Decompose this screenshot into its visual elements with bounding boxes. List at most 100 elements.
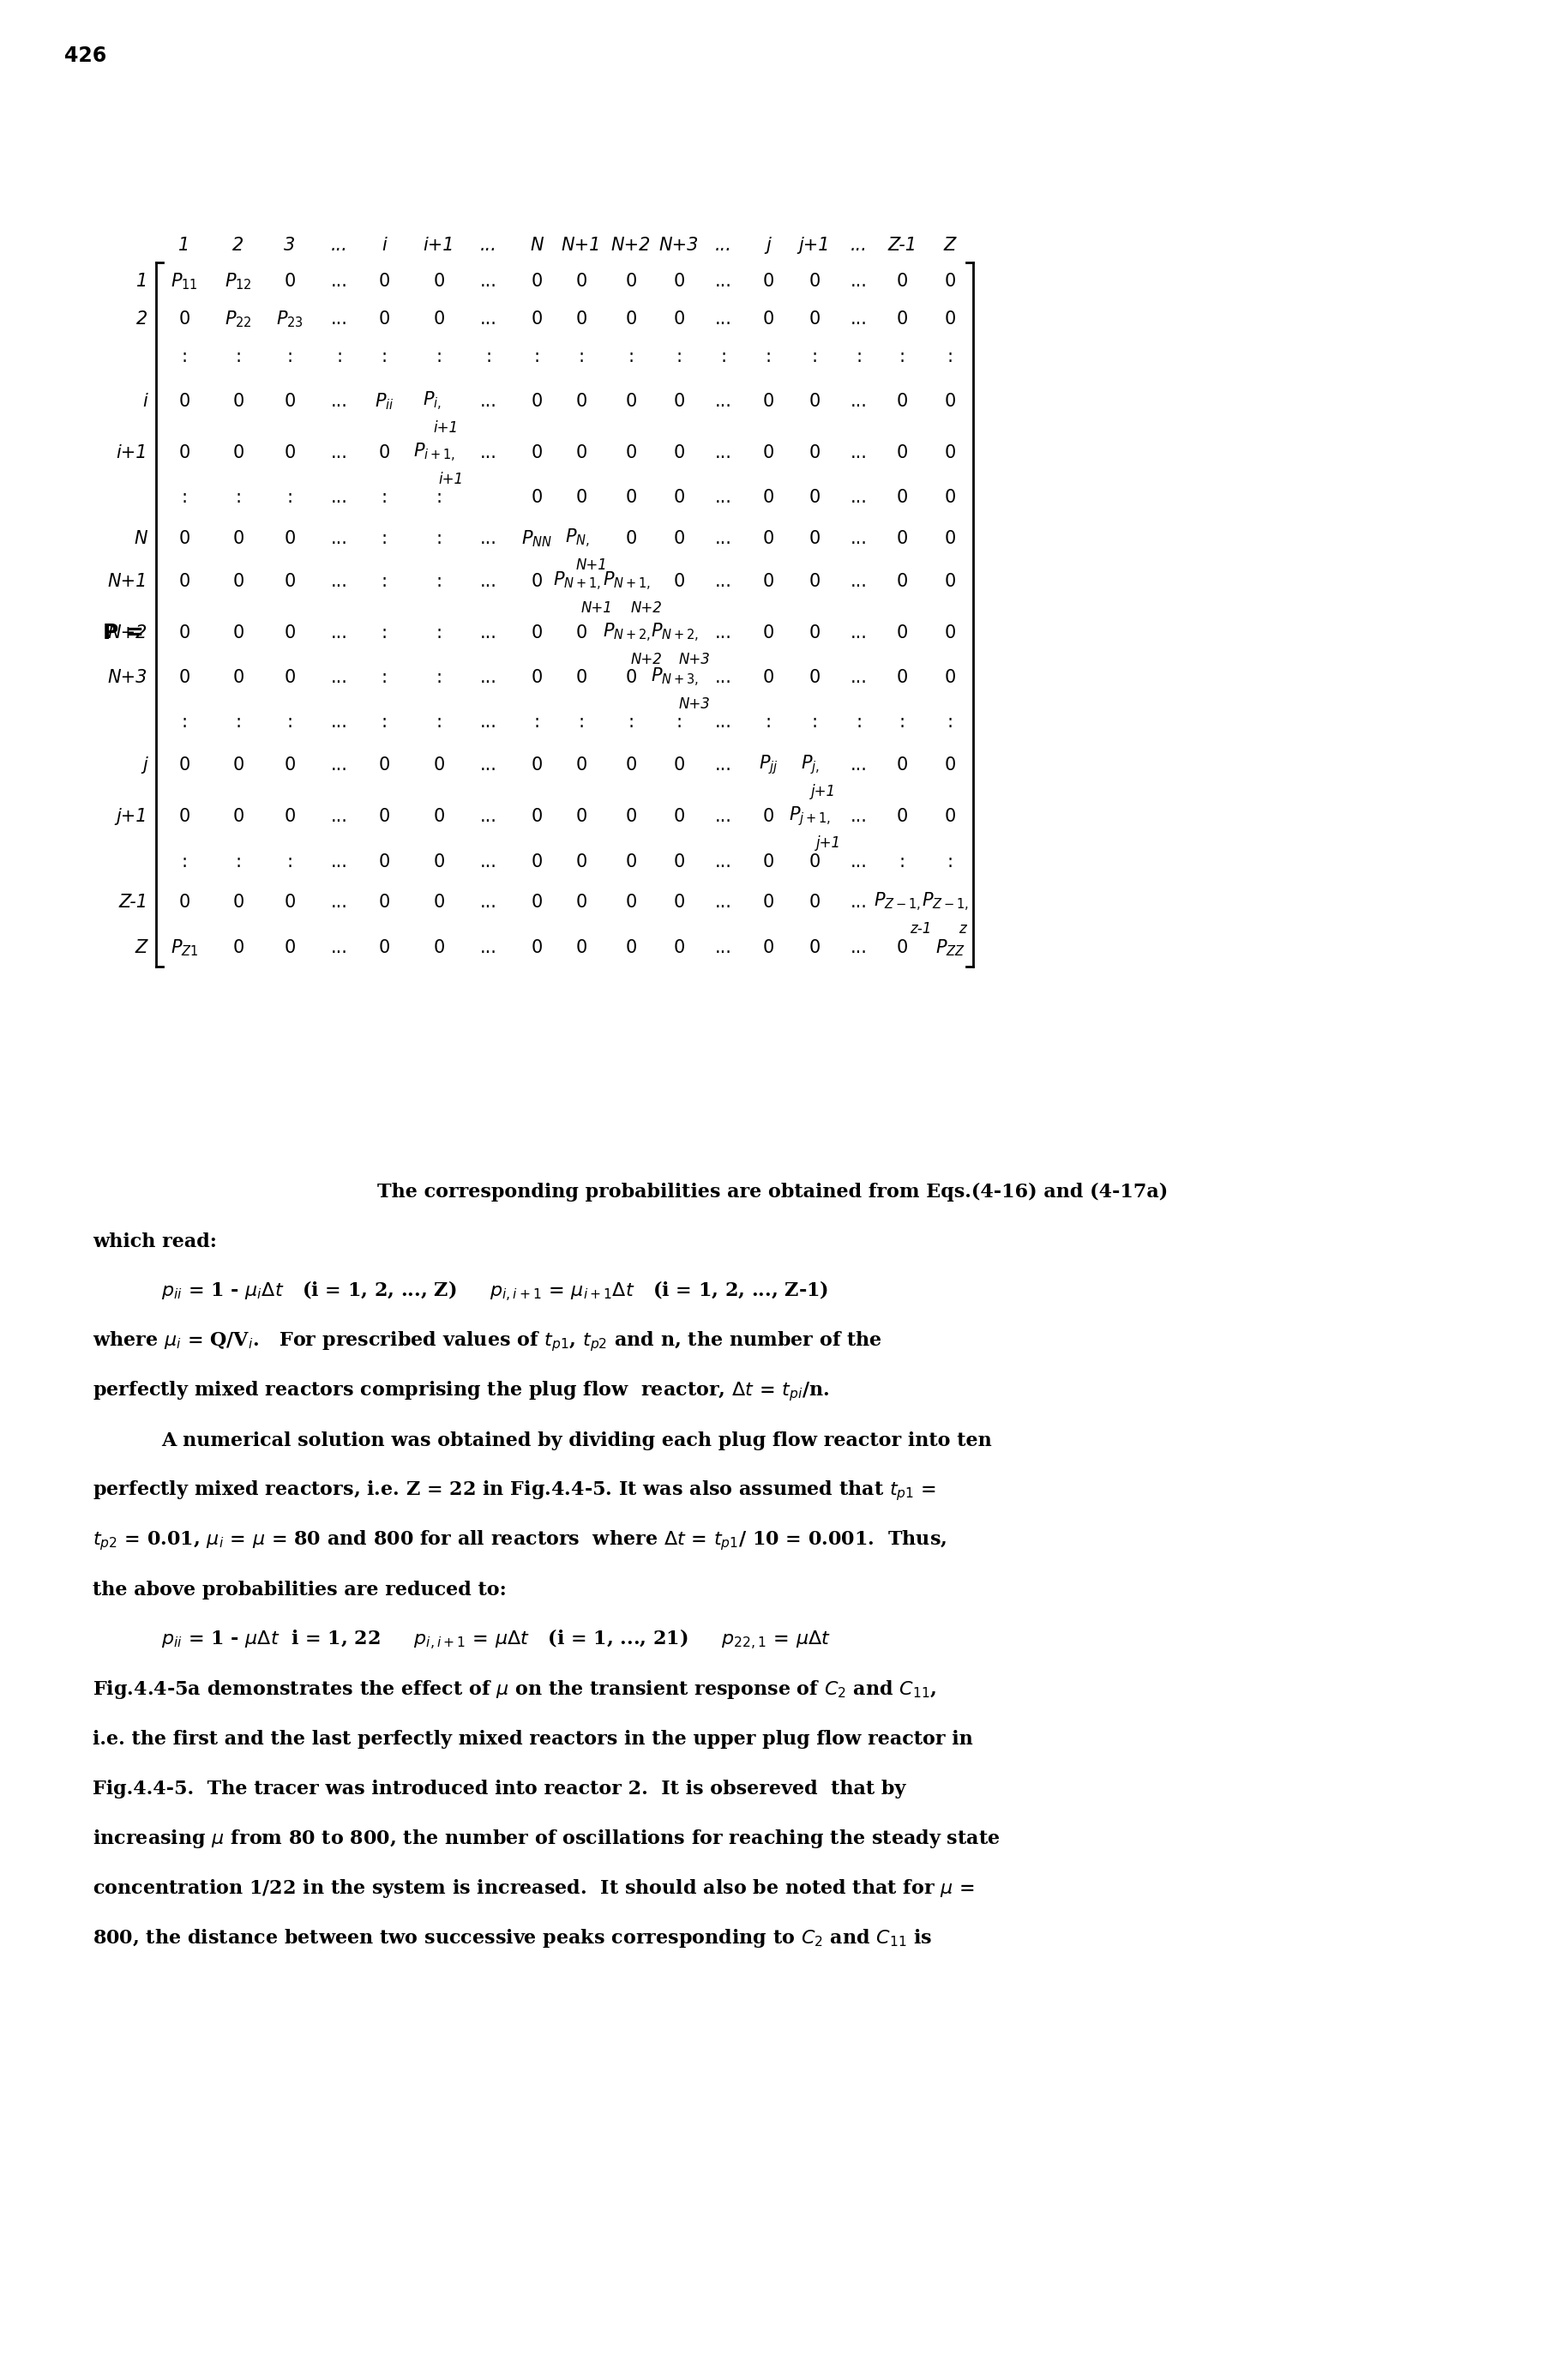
Text: 0: 0 — [626, 488, 637, 507]
Text: ...: ... — [480, 669, 497, 685]
Text: ...: ... — [480, 531, 497, 547]
Text: ...: ... — [331, 393, 348, 409]
Text: $P_{ZZ}$: $P_{ZZ}$ — [935, 938, 966, 957]
Text: 0: 0 — [896, 309, 907, 328]
Text: ...: ... — [480, 445, 497, 462]
Text: 0: 0 — [379, 940, 389, 957]
Text: 0: 0 — [944, 393, 956, 409]
Text: :: : — [533, 714, 539, 731]
Text: $P_{j,}$: $P_{j,}$ — [800, 754, 819, 776]
Text: 0: 0 — [433, 892, 445, 912]
Text: ...: ... — [851, 531, 868, 547]
Text: 0: 0 — [763, 669, 774, 685]
Text: ...: ... — [715, 274, 732, 290]
Text: 0: 0 — [626, 531, 637, 547]
Text: ...: ... — [331, 892, 348, 912]
Text: :: : — [382, 574, 388, 590]
Text: :: : — [436, 347, 442, 367]
Text: ...: ... — [480, 274, 497, 290]
Text: 0: 0 — [433, 940, 445, 957]
Text: :: : — [627, 347, 633, 367]
Text: 0: 0 — [179, 669, 190, 685]
Text: 0: 0 — [763, 624, 774, 643]
Text: 0: 0 — [763, 393, 774, 409]
Text: 0: 0 — [810, 624, 820, 643]
Text: ...: ... — [851, 309, 868, 328]
Text: 0: 0 — [674, 807, 684, 826]
Text: 0: 0 — [896, 393, 907, 409]
Text: 0: 0 — [233, 393, 244, 409]
Text: :: : — [765, 347, 771, 367]
Text: 0: 0 — [896, 624, 907, 643]
Text: 0: 0 — [233, 669, 244, 685]
Text: 0: 0 — [763, 274, 774, 290]
Text: :: : — [436, 714, 442, 731]
Text: 0: 0 — [576, 624, 587, 643]
Text: 0: 0 — [531, 624, 542, 643]
Text: 0: 0 — [944, 445, 956, 462]
Text: :: : — [436, 531, 442, 547]
Text: Fig.4.4-5a demonstrates the effect of $\mu$ on the transient response of $C_2$ a: Fig.4.4-5a demonstrates the effect of $\… — [93, 1678, 936, 1702]
Text: Fig.4.4-5.  The tracer was introduced into reactor 2.  It is obsereved  that by: Fig.4.4-5. The tracer was introduced int… — [93, 1780, 905, 1799]
Text: i: i — [142, 393, 147, 409]
Text: ...: ... — [715, 488, 732, 507]
Text: N: N — [134, 531, 147, 547]
Text: 0: 0 — [284, 574, 295, 590]
Text: 0: 0 — [626, 940, 637, 957]
Text: 0: 0 — [284, 531, 295, 547]
Text: i+1: i+1 — [433, 421, 459, 436]
Text: 0: 0 — [531, 669, 542, 685]
Text: :: : — [765, 714, 771, 731]
Text: 0: 0 — [531, 892, 542, 912]
Text: ...: ... — [715, 393, 732, 409]
Text: 0: 0 — [284, 445, 295, 462]
Text: 0: 0 — [576, 488, 587, 507]
Text: 0: 0 — [810, 940, 820, 957]
Text: :: : — [235, 488, 241, 507]
Text: 0: 0 — [944, 624, 956, 643]
Text: 0: 0 — [379, 274, 389, 290]
Text: ...: ... — [331, 854, 348, 871]
Text: :: : — [856, 347, 862, 367]
Text: 0: 0 — [763, 854, 774, 871]
Text: 0: 0 — [576, 940, 587, 957]
Text: ...: ... — [331, 445, 348, 462]
Text: ...: ... — [480, 236, 497, 255]
Text: ...: ... — [851, 274, 868, 290]
Text: :: : — [287, 714, 294, 731]
Text: ...: ... — [331, 531, 348, 547]
Text: perfectly mixed reactors, i.e. Z = 22 in Fig.4.4-5. It was also assumed that $t_: perfectly mixed reactors, i.e. Z = 22 in… — [93, 1478, 936, 1502]
Text: ...: ... — [715, 574, 732, 590]
Text: :: : — [181, 714, 187, 731]
Text: 0: 0 — [233, 940, 244, 957]
Text: ...: ... — [715, 854, 732, 871]
Text: ...: ... — [715, 624, 732, 643]
Text: N+1: N+1 — [108, 574, 147, 590]
Text: ...: ... — [851, 393, 868, 409]
Text: :: : — [382, 488, 388, 507]
Text: j: j — [766, 236, 771, 255]
Text: :: : — [436, 624, 442, 643]
Text: 0: 0 — [284, 757, 295, 774]
Text: A numerical solution was obtained by dividing each plug flow reactor into ten: A numerical solution was obtained by div… — [161, 1430, 992, 1449]
Text: 0: 0 — [944, 669, 956, 685]
Text: ...: ... — [715, 940, 732, 957]
Text: 0: 0 — [179, 807, 190, 826]
Text: ...: ... — [715, 757, 732, 774]
Text: ...: ... — [851, 488, 868, 507]
Text: 0: 0 — [763, 488, 774, 507]
Text: Z-1: Z-1 — [119, 892, 147, 912]
Text: N+2: N+2 — [108, 624, 147, 643]
Text: 0: 0 — [763, 940, 774, 957]
Text: 0: 0 — [233, 807, 244, 826]
Text: $P_{NN}$: $P_{NN}$ — [521, 528, 552, 550]
Text: N+2: N+2 — [630, 652, 663, 666]
Text: 0: 0 — [674, 574, 684, 590]
Text: 2: 2 — [233, 236, 244, 255]
Text: 0: 0 — [179, 309, 190, 328]
Text: :: : — [235, 714, 241, 731]
Text: which read:: which read: — [93, 1233, 216, 1252]
Text: $P_{23}$: $P_{23}$ — [277, 309, 303, 328]
Text: 0: 0 — [433, 854, 445, 871]
Text: ...: ... — [331, 274, 348, 290]
